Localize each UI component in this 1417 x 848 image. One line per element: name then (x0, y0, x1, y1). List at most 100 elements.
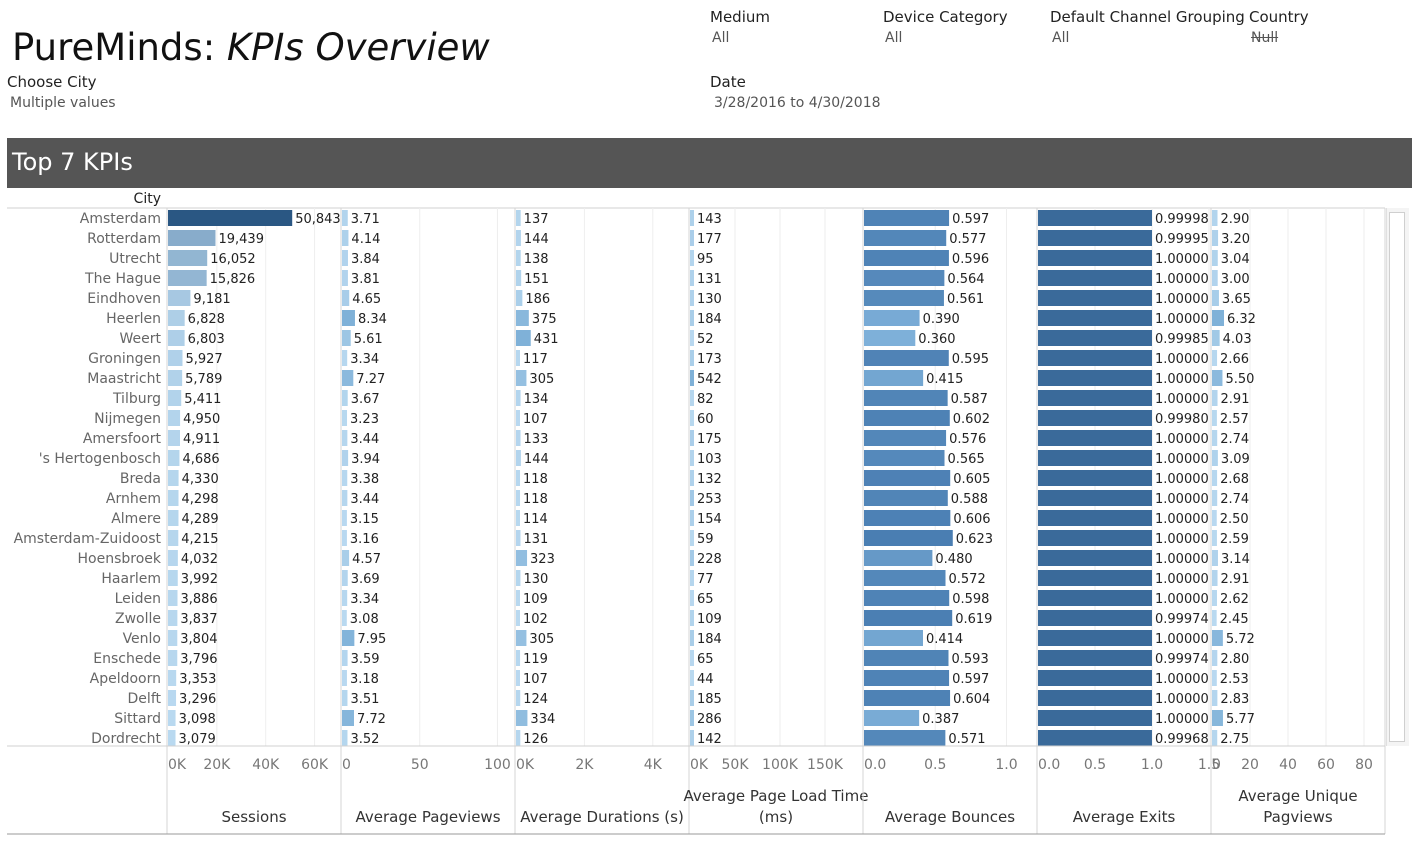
bar (1038, 570, 1152, 586)
bar (516, 510, 520, 526)
value-label: 0.99985 (1155, 332, 1209, 347)
bar (1038, 310, 1152, 326)
bar (1212, 490, 1218, 506)
tick-label: 80 (1355, 757, 1373, 773)
value-label: 375 (532, 312, 557, 327)
value-label: 334 (530, 712, 555, 727)
bar (1212, 310, 1225, 326)
bar (864, 550, 933, 566)
value-label: 103 (697, 452, 722, 467)
bar (342, 330, 351, 346)
bar (1212, 590, 1217, 606)
value-label: 1.00000 (1155, 272, 1209, 287)
bar (864, 410, 950, 426)
value-label: 7.95 (357, 632, 386, 647)
date-filter[interactable]: 3/28/2016 to 4/30/2018 (714, 95, 881, 111)
city-label: Amsterdam-Zuidoost (14, 531, 162, 547)
value-label: 118 (523, 492, 548, 507)
medium-filter[interactable]: All (712, 30, 730, 46)
bar (342, 670, 347, 686)
value-label: 4,911 (183, 432, 220, 447)
country-filter[interactable]: Null (1251, 30, 1279, 46)
city-label: Breda (120, 471, 161, 487)
bar (168, 270, 207, 286)
city-label: Dordrecht (91, 731, 161, 747)
value-label: 1.00000 (1155, 292, 1209, 307)
value-label: 3,886 (180, 592, 217, 607)
axis-title: Average Exits (1073, 808, 1176, 826)
bar (1212, 410, 1217, 426)
value-label: 1.00000 (1155, 252, 1209, 267)
value-label: 107 (523, 412, 548, 427)
choose-city-filter[interactable]: Multiple values (10, 95, 116, 111)
bar (342, 530, 347, 546)
bar (168, 650, 178, 666)
bar (168, 450, 180, 466)
value-label: 5,789 (185, 372, 222, 387)
bar (168, 510, 179, 526)
bar (516, 610, 520, 626)
bar (1038, 650, 1152, 666)
bar (1212, 730, 1218, 746)
bar (1038, 250, 1152, 266)
value-label: 9,181 (193, 292, 230, 307)
tick-label: 60K (301, 757, 329, 773)
bar (864, 450, 945, 466)
value-label: 4,215 (181, 532, 218, 547)
value-label: 0.572 (949, 572, 986, 587)
bar (1212, 710, 1223, 726)
city-label: Rotterdam (87, 231, 161, 247)
device-category-filter[interactable]: All (885, 30, 903, 46)
section-banner (7, 138, 1412, 188)
bar (168, 350, 183, 366)
bar (516, 690, 521, 706)
bar (1038, 530, 1152, 546)
value-label: 1.00000 (1155, 552, 1209, 567)
bar (1212, 430, 1218, 446)
bar (1038, 490, 1152, 506)
value-label: 77 (697, 572, 714, 587)
bar (516, 450, 521, 466)
bar (690, 210, 694, 226)
choose-city-label: Choose City (7, 73, 97, 91)
bar (1212, 450, 1218, 466)
value-label: 4.14 (351, 232, 380, 247)
bar (1038, 550, 1152, 566)
tick-label: 20 (1241, 757, 1259, 773)
value-label: 134 (524, 392, 549, 407)
country-label: Country (1249, 8, 1309, 26)
city-label: Tilburg (112, 391, 161, 407)
bar (342, 510, 347, 526)
value-label: 2.59 (1220, 532, 1249, 547)
value-label: 2.80 (1220, 652, 1249, 667)
bar (342, 730, 348, 746)
bar (1212, 650, 1218, 666)
bar (690, 690, 694, 706)
value-label: 305 (529, 372, 554, 387)
bar (168, 590, 178, 606)
bar (342, 430, 348, 446)
tick-label: 1.5 (1198, 757, 1220, 773)
value-label: 3.67 (351, 392, 380, 407)
bar (1212, 470, 1218, 486)
value-label: 131 (697, 272, 722, 287)
bar (342, 350, 348, 366)
bar (168, 630, 178, 646)
bar (516, 410, 520, 426)
axis-title: Average Pageviews (355, 808, 500, 826)
tick-label: 0K (516, 757, 535, 773)
bar (168, 410, 181, 426)
value-label: 0.588 (951, 492, 988, 507)
bar (1038, 350, 1152, 366)
value-label: 3,796 (180, 652, 217, 667)
value-label: 1.00000 (1155, 512, 1209, 527)
value-label: 3.59 (351, 652, 380, 667)
bar (342, 650, 348, 666)
value-label: 0.597 (952, 212, 989, 227)
scrollbar-thumb[interactable] (1389, 212, 1405, 742)
value-label: 3.09 (1221, 452, 1250, 467)
value-label: 109 (523, 592, 548, 607)
channel-grouping-filter[interactable]: All (1052, 30, 1070, 46)
bar (864, 730, 946, 746)
value-label: 1.00000 (1155, 712, 1209, 727)
